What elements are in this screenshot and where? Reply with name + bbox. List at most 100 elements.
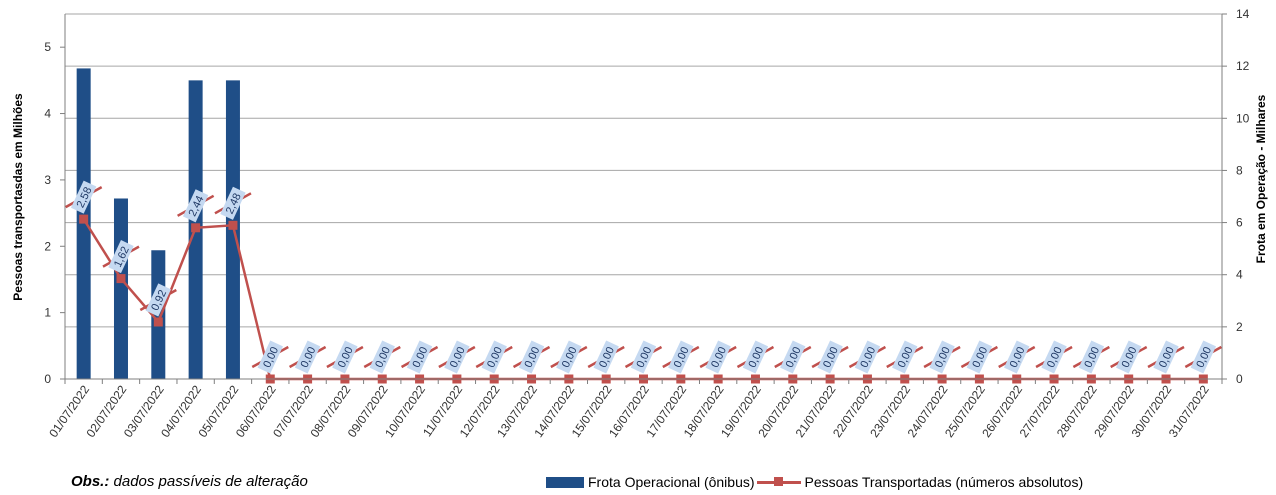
data-label: 0,00 (363, 340, 401, 374)
data-label-box (593, 340, 619, 374)
data-label-text: 0,00 (746, 345, 766, 369)
data-label: 0,00 (475, 340, 513, 374)
data-label: 0,00 (811, 340, 849, 374)
data-label-text: 0,00 (784, 345, 804, 369)
data-label: 0,00 (699, 340, 737, 374)
data-label-box (332, 340, 358, 374)
legend-bar-label: Frota Operacional (ônibus) (588, 474, 755, 490)
y-axis-title: Pessoas transportasdas em Milhões (11, 93, 25, 301)
y2-tick-label: 6 (1236, 216, 1243, 230)
data-label-box (817, 340, 843, 374)
data-label-text: 0,00 (373, 345, 393, 369)
data-label-box (182, 189, 209, 223)
data-label-text: 0,00 (1008, 345, 1028, 369)
data-label: 0,00 (1147, 340, 1185, 374)
y-tick-label: 1 (44, 306, 51, 320)
data-label-text: 0,00 (1082, 345, 1102, 369)
data-label: 0,00 (587, 340, 625, 374)
data-label-box (220, 186, 246, 220)
y2-tick-label: 0 (1236, 372, 1243, 386)
data-label: 0,00 (736, 340, 775, 374)
data-label: 1,62 (102, 240, 140, 274)
data-label-text: 0,00 (1157, 345, 1177, 369)
y2-axis-title: Frota em Operação - Milhares (1254, 94, 1268, 263)
data-label: 0,00 (438, 340, 476, 374)
data-label-box (780, 340, 806, 374)
bars (76, 68, 240, 379)
data-label: 0,00 (1184, 340, 1222, 374)
legend-bar-swatch (546, 476, 584, 488)
data-label-box (854, 340, 881, 374)
data-label-box (70, 180, 97, 214)
data-label-box (294, 340, 321, 374)
data-label-text: 0,00 (672, 345, 692, 369)
data-label: 0,00 (288, 340, 327, 374)
data-label-box (1041, 340, 1067, 374)
y-tick-label: 5 (44, 40, 51, 54)
data-label-box (406, 340, 433, 374)
data-label: 0,00 (886, 340, 924, 374)
data-label-box (1153, 340, 1179, 374)
data-label-box (892, 340, 918, 374)
data-label: 0,00 (1035, 340, 1073, 374)
y-tick-label: 3 (44, 173, 51, 187)
data-label-box (518, 340, 545, 374)
data-label-box (481, 340, 507, 374)
y-tick-label: 2 (44, 239, 51, 253)
bar (76, 68, 91, 379)
data-label-text: 0,00 (1194, 345, 1214, 369)
data-label-box (257, 340, 283, 374)
data-label: 0,00 (1072, 340, 1110, 374)
data-label-box (1116, 340, 1142, 374)
data-label: 0,00 (662, 340, 700, 374)
line-marker (153, 317, 163, 327)
data-label-box (108, 240, 134, 274)
data-label: 0,00 (848, 340, 887, 374)
y-tick-label: 0 (44, 372, 51, 386)
data-label-text: 0,00 (411, 345, 431, 369)
data-label-text: 0,00 (709, 345, 729, 369)
data-label-text: 0,00 (1120, 345, 1140, 369)
bar (113, 198, 128, 379)
data-label: 0,00 (326, 340, 364, 374)
data-label: 0,00 (251, 340, 289, 374)
data-label-box (1078, 340, 1105, 374)
data-label-text: 0,00 (597, 345, 617, 369)
y-tick-label: 4 (44, 107, 51, 121)
data-label: 0,00 (998, 340, 1036, 374)
line-marker (191, 223, 201, 233)
observation-note: Obs.: dados passíveis de alteração (71, 473, 308, 490)
data-label: 0,00 (774, 340, 812, 374)
data-label-box (966, 340, 993, 374)
data-label-box (742, 340, 769, 374)
data-label-box (705, 340, 731, 374)
data-label: 0,00 (550, 340, 588, 374)
grid (65, 13, 1222, 328)
data-label-text: 0,00 (1045, 345, 1065, 369)
data-label-text: 0,00 (821, 345, 841, 369)
data-label-box (444, 340, 470, 374)
y2-tick-label: 12 (1236, 59, 1250, 73)
legend: Frota Operacional (ônibus) Pessoas Trans… (546, 474, 1083, 490)
data-label-box (929, 340, 955, 374)
data-label-text: 0,00 (634, 345, 654, 369)
data-label-text: 0,00 (858, 345, 878, 369)
data-label-text: 0,00 (933, 345, 953, 369)
y2-tick-label: 14 (1236, 7, 1250, 21)
data-label-text: 0,00 (336, 345, 356, 369)
data-label: 0,00 (960, 340, 999, 374)
y2-tick-label: 10 (1236, 111, 1250, 125)
data-label-box (145, 283, 171, 317)
legend-line-label: Pessoas Transportadas (números absolutos… (804, 474, 1084, 490)
line-marker (79, 214, 89, 224)
data-label: 0,00 (923, 340, 961, 374)
y2-tick-label: 8 (1236, 163, 1243, 177)
data-label-text: 0,00 (485, 345, 505, 369)
data-label: 0,00 (400, 340, 439, 374)
data-label-box (1004, 340, 1030, 374)
data-label-box (1190, 340, 1217, 374)
data-label-text: 0,00 (522, 345, 542, 369)
data-label-text: 0,00 (560, 345, 580, 369)
observation-text: dados passíveis de alteração (109, 473, 308, 490)
